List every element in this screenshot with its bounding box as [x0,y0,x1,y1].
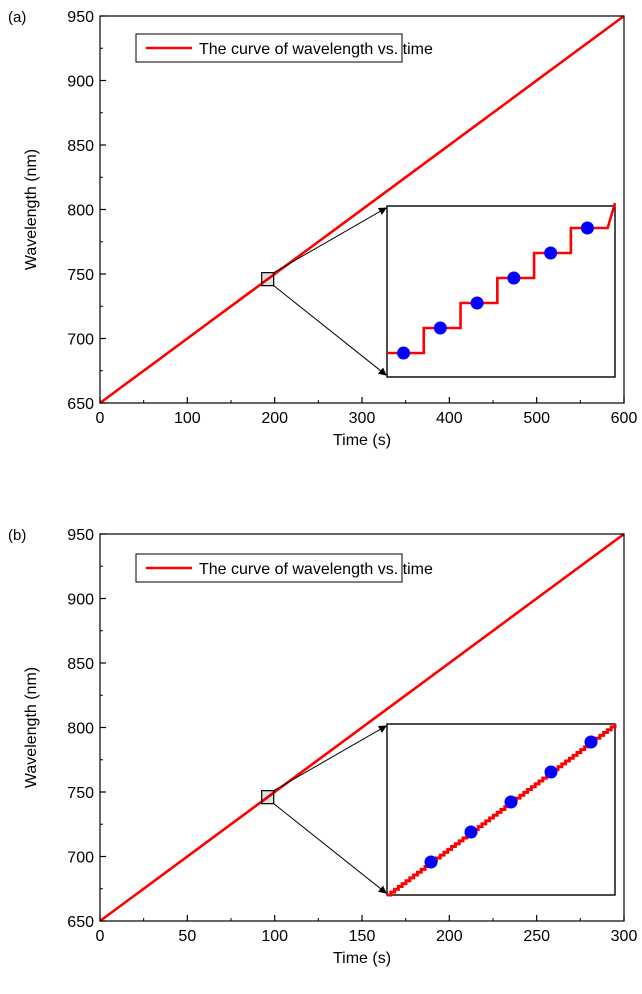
inset-marker [544,246,558,260]
inset-marker [544,765,558,779]
zoom-connector-top [273,207,387,274]
x-axis-label: Time (s) [333,950,391,967]
y-tick-label: 800 [67,721,94,738]
x-tick-label: 300 [611,928,638,945]
legend-label: The curve of wavelength vs. time [199,41,433,58]
x-tick-label: 0 [96,928,105,945]
zoom-connector-top [273,725,387,792]
y-tick-label: 900 [67,592,94,609]
y-tick-label: 650 [67,914,94,931]
inset-marker [580,221,594,235]
x-tick-label: 500 [523,410,550,427]
y-axis-label: Wavelength (nm) [23,149,40,270]
inset-marker [584,735,598,749]
x-tick-label: 150 [349,928,376,945]
y-tick-label: 900 [67,74,94,91]
inset-frame [386,205,616,378]
y-tick-label: 750 [67,267,94,284]
x-tick-label: 100 [261,928,288,945]
x-tick-label: 100 [174,410,201,427]
series-line [99,532,625,923]
inset-marker [470,296,484,310]
panel-label: (a) [8,9,26,26]
y-tick-label: 850 [67,138,94,155]
x-tick-label: 0 [96,410,105,427]
inset-fine-staircase [387,724,617,897]
y-tick-label: 950 [67,9,94,26]
y-tick-label: 950 [67,527,94,544]
inset-marker [397,346,411,360]
x-axis-label: Time (s) [333,432,391,449]
y-tick-label: 700 [67,332,94,349]
x-tick-label: 600 [611,410,638,427]
legend-label: The curve of wavelength vs. time [199,561,433,578]
inset-marker [504,795,518,809]
inset-marker [433,321,447,335]
y-tick-label: 850 [67,656,94,673]
y-tick-label: 650 [67,396,94,413]
inset-staircase [387,202,617,355]
y-tick-label: 700 [67,850,94,867]
inset-marker [464,825,478,839]
y-axis-label: Wavelength (nm) [23,667,40,788]
y-tick-label: 750 [67,785,94,802]
x-tick-label: 200 [436,928,463,945]
chart-panel-b: (b) 0 50 100 150 200 250 300 650 700 750 800 850 900 9… [8,527,637,967]
y-tick-label: 800 [67,203,94,220]
zoom-connector-bottom [273,803,387,894]
x-tick-label: 300 [349,410,376,427]
series-line [99,14,625,405]
x-tick-label: 400 [436,410,463,427]
x-tick-label: 50 [178,928,196,945]
x-tick-label: 200 [261,410,288,427]
inset-marker [424,855,438,869]
zoom-connector-bottom [273,285,387,376]
inset-marker [507,271,521,285]
zoom-region-box [261,272,275,287]
zoom-region-box [261,790,275,805]
x-tick-label: 250 [523,928,550,945]
panel-label: (b) [8,527,26,544]
chart-panel-a: (a) 0 100 200 300 400 500 600 650 700 750 800 850 900… [8,9,637,449]
